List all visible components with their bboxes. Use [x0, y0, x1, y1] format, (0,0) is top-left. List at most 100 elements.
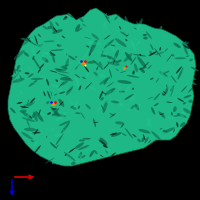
Ellipse shape — [111, 138, 125, 142]
Ellipse shape — [103, 21, 107, 29]
Ellipse shape — [90, 43, 94, 47]
Ellipse shape — [183, 102, 186, 104]
Ellipse shape — [110, 56, 120, 66]
Ellipse shape — [86, 72, 89, 77]
Ellipse shape — [150, 115, 155, 124]
Ellipse shape — [52, 108, 59, 116]
Ellipse shape — [117, 72, 128, 76]
Ellipse shape — [191, 67, 199, 71]
Ellipse shape — [44, 41, 55, 42]
Ellipse shape — [154, 93, 160, 100]
Ellipse shape — [80, 58, 83, 65]
Ellipse shape — [47, 112, 51, 115]
Ellipse shape — [104, 78, 108, 85]
Ellipse shape — [30, 39, 34, 41]
Ellipse shape — [183, 44, 188, 55]
Ellipse shape — [170, 54, 180, 58]
Ellipse shape — [50, 142, 57, 149]
Ellipse shape — [12, 78, 25, 83]
Ellipse shape — [173, 43, 181, 48]
Ellipse shape — [96, 104, 101, 116]
Ellipse shape — [80, 155, 86, 159]
Ellipse shape — [102, 91, 106, 94]
Ellipse shape — [74, 59, 82, 72]
Ellipse shape — [163, 71, 169, 74]
Ellipse shape — [132, 88, 135, 91]
Ellipse shape — [161, 92, 166, 96]
Ellipse shape — [156, 37, 163, 44]
Ellipse shape — [28, 125, 40, 133]
Polygon shape — [8, 8, 196, 166]
Ellipse shape — [105, 26, 107, 30]
Ellipse shape — [155, 52, 164, 55]
Ellipse shape — [42, 26, 48, 30]
Ellipse shape — [127, 75, 139, 78]
Ellipse shape — [166, 102, 173, 103]
Ellipse shape — [106, 73, 110, 77]
Ellipse shape — [122, 132, 132, 142]
Ellipse shape — [71, 162, 76, 165]
Ellipse shape — [99, 91, 103, 99]
Ellipse shape — [54, 112, 60, 116]
Ellipse shape — [21, 111, 32, 119]
Ellipse shape — [146, 64, 161, 66]
Ellipse shape — [158, 111, 166, 119]
Ellipse shape — [148, 52, 152, 56]
Ellipse shape — [167, 54, 172, 62]
Ellipse shape — [28, 131, 32, 137]
Ellipse shape — [170, 87, 174, 97]
Ellipse shape — [22, 41, 29, 45]
Ellipse shape — [101, 51, 103, 58]
Ellipse shape — [134, 70, 139, 78]
Ellipse shape — [33, 141, 39, 146]
Ellipse shape — [91, 33, 99, 40]
Ellipse shape — [45, 101, 49, 106]
Ellipse shape — [66, 13, 70, 17]
Ellipse shape — [39, 42, 42, 46]
Ellipse shape — [28, 73, 34, 78]
Ellipse shape — [110, 45, 115, 46]
Ellipse shape — [63, 77, 73, 81]
Ellipse shape — [160, 69, 169, 74]
Ellipse shape — [153, 109, 161, 114]
Ellipse shape — [46, 79, 49, 86]
Ellipse shape — [67, 157, 71, 160]
Ellipse shape — [84, 66, 89, 72]
Ellipse shape — [166, 66, 170, 70]
Ellipse shape — [117, 60, 122, 63]
Ellipse shape — [188, 100, 193, 103]
Ellipse shape — [130, 96, 142, 101]
Ellipse shape — [66, 86, 73, 95]
Ellipse shape — [137, 18, 143, 31]
Ellipse shape — [94, 150, 97, 154]
Ellipse shape — [22, 101, 35, 108]
Ellipse shape — [40, 75, 44, 78]
Ellipse shape — [184, 78, 197, 85]
Ellipse shape — [182, 41, 186, 49]
Ellipse shape — [52, 159, 57, 164]
Ellipse shape — [183, 95, 191, 98]
Ellipse shape — [186, 55, 189, 57]
Ellipse shape — [106, 80, 112, 82]
Ellipse shape — [24, 52, 29, 57]
Ellipse shape — [82, 24, 86, 27]
Ellipse shape — [66, 53, 67, 55]
Ellipse shape — [37, 108, 41, 116]
Ellipse shape — [174, 57, 186, 59]
Ellipse shape — [108, 72, 123, 75]
Ellipse shape — [73, 150, 83, 157]
Ellipse shape — [49, 153, 55, 157]
Ellipse shape — [38, 44, 43, 47]
Ellipse shape — [137, 56, 147, 68]
Ellipse shape — [93, 72, 98, 76]
Ellipse shape — [117, 80, 132, 84]
Ellipse shape — [47, 89, 51, 98]
Ellipse shape — [96, 66, 98, 70]
Ellipse shape — [139, 54, 141, 56]
Ellipse shape — [81, 91, 91, 99]
Ellipse shape — [20, 38, 31, 42]
Ellipse shape — [89, 47, 92, 56]
Ellipse shape — [70, 105, 75, 108]
Ellipse shape — [110, 109, 111, 113]
Ellipse shape — [182, 42, 189, 45]
